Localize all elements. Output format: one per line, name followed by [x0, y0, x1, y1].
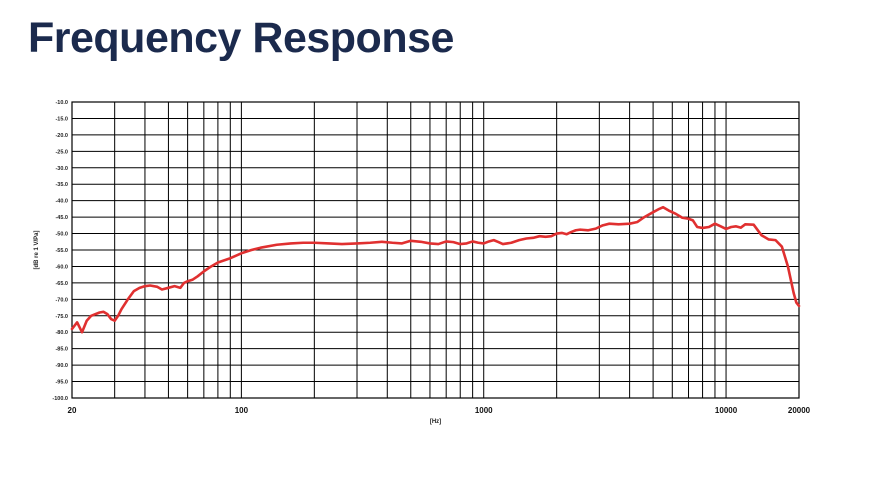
y-tick-label: -85.0	[55, 347, 68, 353]
x-tick-label: 20	[68, 406, 77, 415]
x-tick-label: 1000	[475, 406, 493, 415]
y-tick-label: -60.0	[55, 264, 68, 270]
plot-frame	[71, 101, 800, 399]
y-tick-label: -20.0	[55, 133, 68, 139]
x-tick-label: 100	[235, 406, 249, 415]
y-tick-label: -90.0	[55, 363, 68, 369]
response-curve	[70, 205, 801, 334]
y-tick-label: -80.0	[55, 330, 68, 336]
plot-border	[71, 101, 800, 399]
y-axis-label: [dB re 1 V/Pa]	[34, 230, 40, 269]
x-axis-ticks: 20 100 1000 10000 20000	[68, 406, 811, 415]
y-tick-label: -15.0	[55, 116, 68, 122]
y-tick-label: -75.0	[55, 314, 68, 320]
y-tick-label: -25.0	[55, 149, 68, 155]
y-tick-label: -100.0	[52, 396, 68, 402]
y-tick-label: -65.0	[55, 281, 68, 287]
y-tick-label: -10.0	[55, 100, 68, 106]
y-tick-label: -50.0	[55, 232, 68, 238]
y-axis-ticks: -10.0 -15.0 -20.0 -25.0 -30.0 -35.0 -40.0 -45.0…	[52, 100, 68, 402]
x-tick-label: 20000	[788, 406, 811, 415]
chart-grid	[71, 101, 800, 399]
series-layer	[70, 205, 801, 334]
slide-title: Frequency Response	[28, 14, 454, 62]
y-tick-label: -40.0	[55, 199, 68, 205]
y-tick-label: -95.0	[55, 380, 68, 386]
y-tick-label: -30.0	[55, 166, 68, 172]
y-tick-label: -70.0	[55, 297, 68, 303]
y-tick-label: -55.0	[55, 248, 68, 254]
x-tick-label: 10000	[715, 406, 738, 415]
y-tick-label: -45.0	[55, 215, 68, 221]
x-axis-label: [Hz]	[430, 419, 441, 425]
y-tick-label: -35.0	[55, 182, 68, 188]
